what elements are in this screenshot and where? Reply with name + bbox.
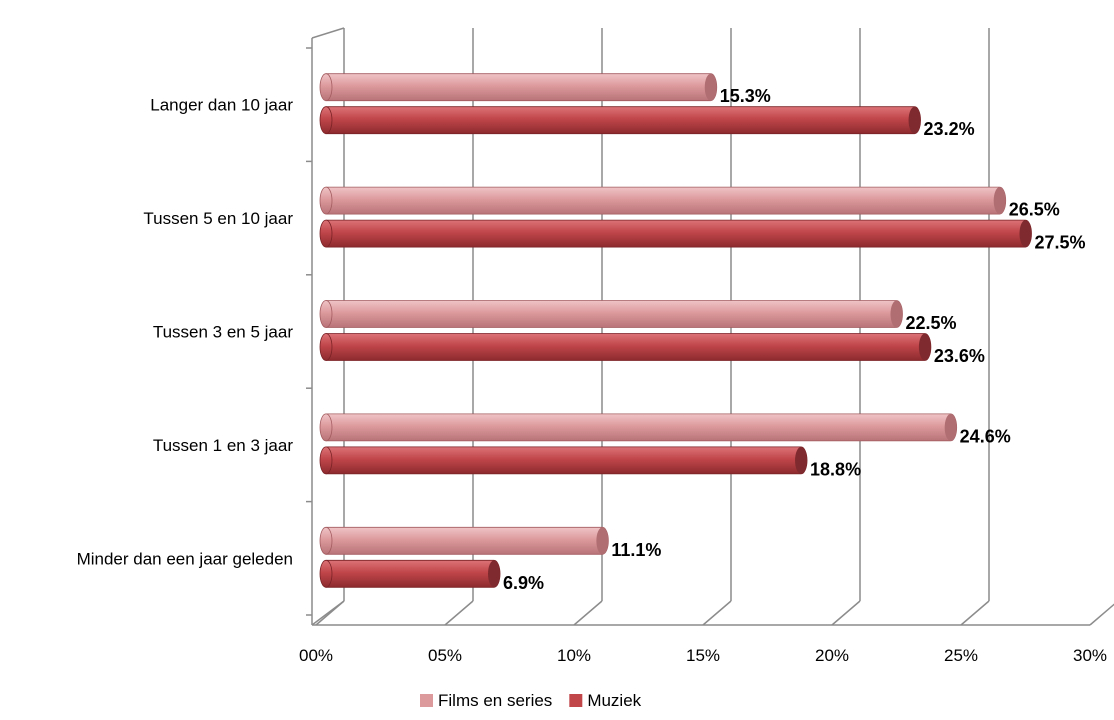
legend-swatch: [569, 694, 583, 707]
axes: [306, 27, 1090, 626]
category-label: Langer dan 10 jaar: [150, 96, 293, 115]
data-label: 23.2%: [924, 119, 975, 139]
data-label: 26.5%: [1009, 200, 1060, 220]
category-label: Minder dan een jaar geleden: [77, 549, 293, 568]
legend-swatch: [420, 694, 433, 707]
floor-gridline: [831, 600, 861, 626]
data-label: 22.5%: [906, 313, 957, 333]
floor-gridline: [444, 600, 474, 626]
legend: Films en series Muziek: [420, 691, 642, 710]
bar: [319, 559, 501, 588]
x-tick-label: 30%: [1073, 646, 1107, 665]
floor-gridline: [960, 600, 990, 626]
category-label: Tussen 5 en 10 jaar: [143, 209, 293, 228]
data-label: 23.6%: [934, 346, 985, 366]
legend-label: Films en series: [438, 691, 552, 710]
bar: [319, 219, 1032, 248]
x-tick-label: 15%: [686, 646, 720, 665]
x-tick-label: 25%: [944, 646, 978, 665]
floor-gridline: [573, 600, 603, 626]
bar: [319, 186, 1007, 215]
bar: [319, 333, 932, 361]
data-label: 27.5%: [1035, 233, 1086, 253]
bar: [319, 300, 903, 328]
x-tick-label: 10%: [557, 646, 591, 665]
data-label: 24.6%: [960, 426, 1011, 446]
floor-gridline: [702, 600, 732, 626]
data-label: 18.8%: [810, 459, 861, 479]
labels: 00% 05% 10% 15% 20% 25% 30% Minder dan een jaar…: [77, 86, 1107, 665]
y-axis-top: [311, 27, 345, 39]
floor-edge: [311, 600, 345, 626]
data-label: 6.9%: [503, 573, 544, 593]
bar: [319, 106, 921, 135]
x-tick-label: 05%: [428, 646, 462, 665]
bar: [319, 413, 958, 442]
bars: [319, 73, 1032, 588]
x-tick-label: 00%: [299, 646, 333, 665]
data-label: 15.3%: [720, 86, 771, 106]
bar: [319, 73, 718, 102]
x-tick-label: 20%: [815, 646, 849, 665]
category-label: Tussen 3 en 5 jaar: [153, 323, 294, 342]
category-label: Tussen 1 en 3 jaar: [153, 436, 294, 455]
legend-label: Muziek: [587, 691, 641, 710]
bar: [319, 526, 609, 555]
data-label: 11.1%: [611, 540, 661, 560]
bar: [319, 446, 808, 475]
floor-gridline: [1089, 603, 1114, 626]
